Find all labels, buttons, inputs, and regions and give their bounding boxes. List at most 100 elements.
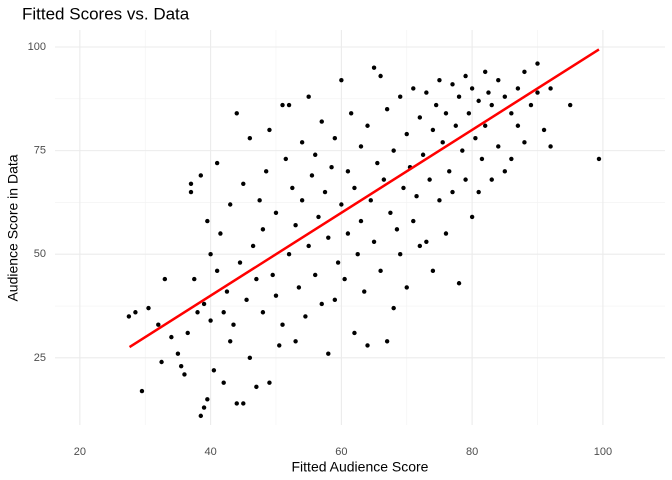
point — [522, 69, 527, 75]
point — [280, 102, 285, 108]
point — [254, 384, 259, 390]
point — [270, 272, 275, 278]
point — [273, 210, 279, 215]
point — [326, 235, 331, 240]
point — [424, 239, 429, 244]
point — [231, 322, 236, 327]
y-tick-label: 25 — [34, 352, 46, 364]
point — [267, 127, 272, 133]
point — [283, 156, 288, 162]
point — [293, 339, 298, 344]
point — [241, 181, 246, 186]
point — [188, 189, 194, 195]
point — [398, 252, 403, 257]
point — [440, 140, 445, 145]
point — [430, 127, 436, 133]
x-tick-label: 60 — [335, 446, 347, 458]
point — [244, 297, 249, 303]
point — [368, 198, 373, 203]
y-axis-title: Audience Score in Data — [5, 154, 21, 301]
point — [401, 185, 406, 191]
x-axis-title: Fitted Audience Score — [292, 459, 429, 475]
point — [329, 164, 334, 170]
point — [322, 189, 328, 195]
point — [384, 106, 390, 112]
point — [195, 310, 200, 315]
point — [146, 305, 151, 311]
point — [424, 90, 429, 95]
point — [469, 86, 475, 91]
point — [241, 401, 246, 406]
point — [299, 140, 305, 145]
point — [126, 314, 132, 319]
point — [273, 293, 279, 298]
point — [345, 231, 351, 236]
point — [267, 380, 272, 385]
point — [339, 202, 344, 207]
point — [596, 156, 602, 162]
x-tick-label: 40 — [204, 446, 216, 458]
point — [375, 160, 380, 166]
point — [326, 351, 331, 356]
point — [286, 102, 292, 108]
point — [535, 61, 540, 66]
point — [548, 86, 553, 91]
point — [257, 198, 262, 203]
point — [371, 239, 377, 244]
point — [509, 156, 514, 162]
point — [381, 177, 387, 182]
point — [280, 322, 285, 327]
y-tick-label: 100 — [28, 41, 46, 53]
point — [483, 123, 488, 128]
point — [411, 218, 416, 224]
point — [250, 243, 256, 249]
point — [247, 355, 253, 361]
point — [319, 119, 324, 124]
point — [339, 77, 344, 83]
point — [378, 268, 383, 274]
point — [411, 86, 416, 91]
point — [447, 169, 452, 174]
point — [509, 111, 514, 116]
point — [208, 252, 213, 257]
point — [362, 289, 367, 294]
point — [391, 148, 396, 153]
point — [293, 223, 298, 228]
point — [437, 198, 442, 203]
point — [456, 94, 462, 99]
point — [515, 86, 521, 91]
point — [188, 181, 194, 186]
point — [365, 343, 370, 348]
point — [388, 210, 393, 215]
point — [211, 368, 217, 373]
point — [443, 111, 449, 116]
point — [384, 339, 390, 344]
point — [260, 310, 266, 315]
point — [221, 380, 226, 385]
point — [463, 177, 468, 182]
point — [378, 73, 383, 79]
point — [476, 98, 481, 104]
x-tick-label: 80 — [466, 446, 478, 458]
point — [433, 102, 439, 108]
point — [486, 90, 491, 95]
point — [316, 214, 321, 220]
point — [476, 189, 481, 195]
point — [263, 169, 269, 174]
point — [332, 135, 338, 141]
point — [502, 94, 508, 99]
point — [156, 322, 161, 327]
point — [358, 144, 364, 149]
x-tick-label: 20 — [74, 446, 86, 458]
point — [443, 231, 449, 236]
chart-title: Fitted Scores vs. Data — [22, 4, 190, 23]
point — [237, 260, 243, 265]
point — [365, 123, 370, 128]
point — [178, 363, 184, 369]
point — [479, 156, 485, 162]
point — [522, 140, 527, 145]
point — [260, 227, 266, 232]
point — [277, 343, 282, 348]
point — [234, 111, 239, 116]
point — [348, 111, 354, 116]
